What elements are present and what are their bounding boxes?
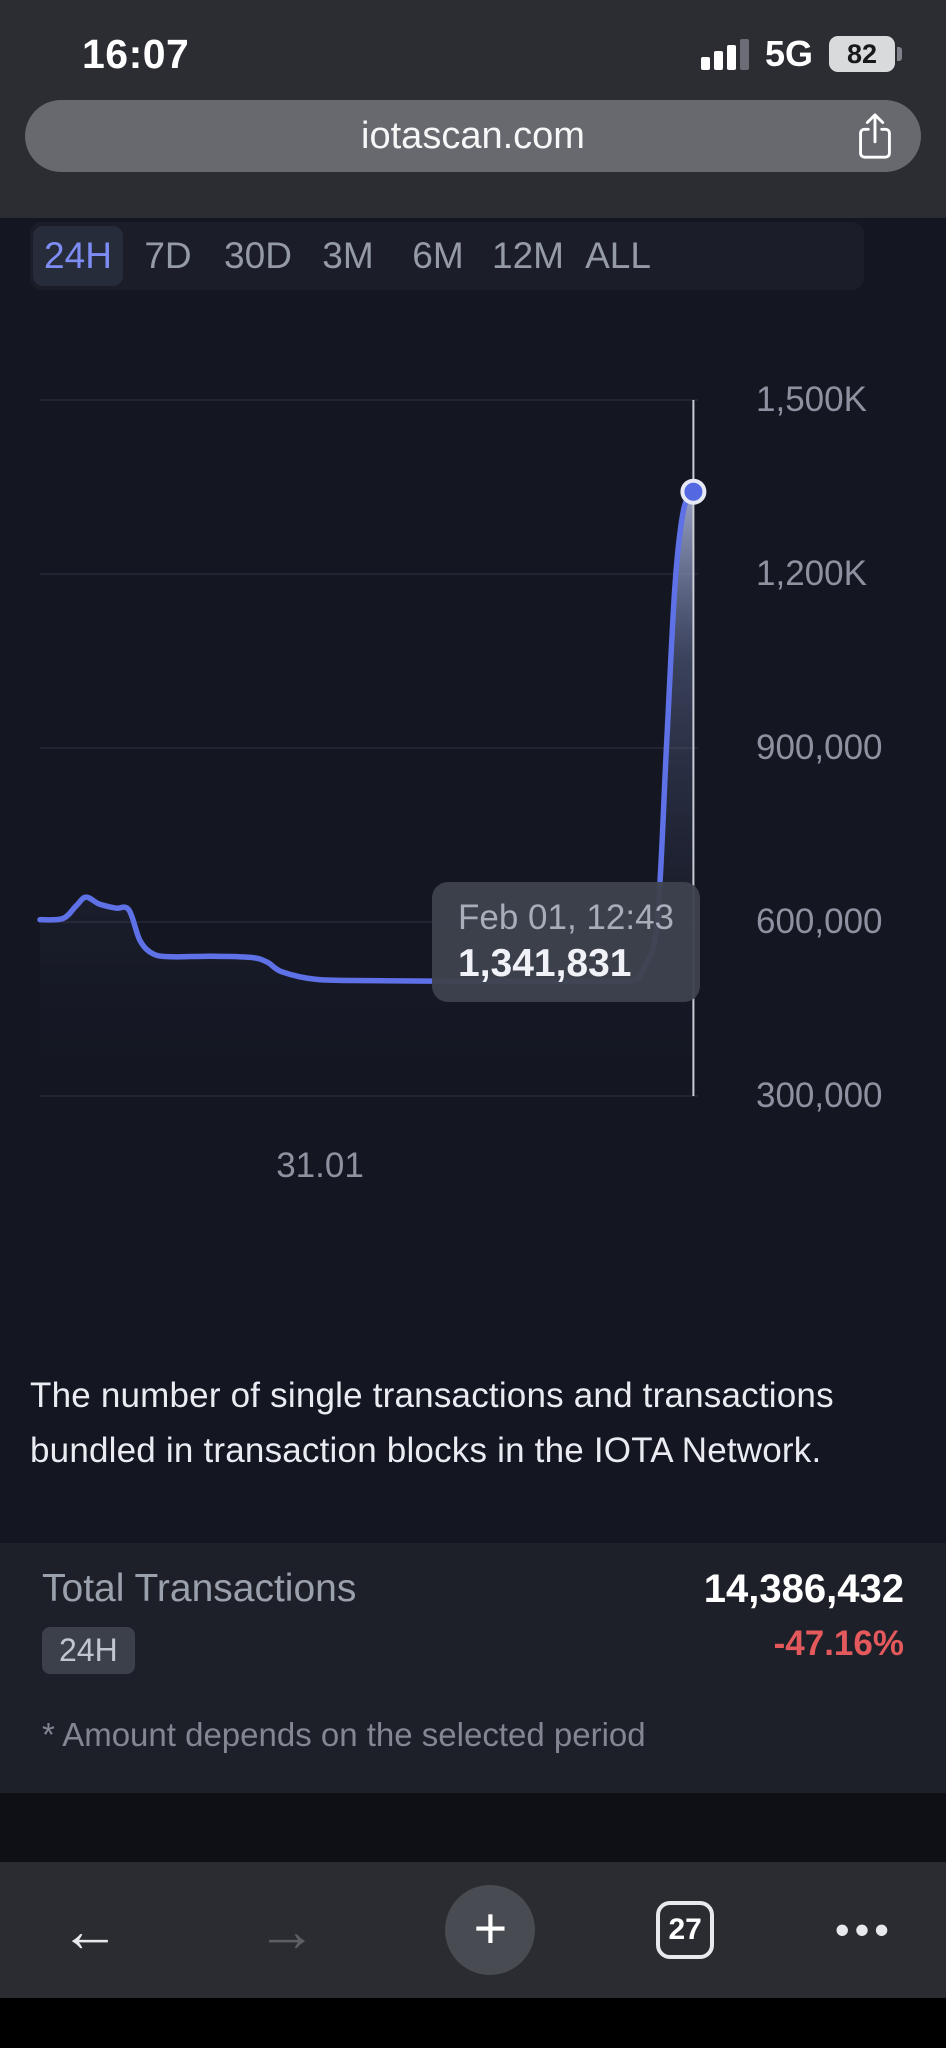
more-button[interactable]: ••• (834, 1906, 894, 1953)
area-fill (40, 491, 694, 1096)
stats-row: Total Transactions 24H 14,386,432 -47.16… (42, 1567, 904, 1674)
stats-footnote: * Amount depends on the selected period (42, 1716, 646, 1753)
stats-left: Total Transactions 24H (42, 1567, 356, 1674)
range-tab-7d[interactable]: 7D (144, 235, 192, 276)
point-marker (680, 478, 707, 505)
battery-percent: 82 (846, 38, 878, 69)
network-type-label: 5G (764, 33, 813, 74)
chart-canvas[interactable] (0, 300, 946, 1110)
status-time: 16:07 (82, 30, 190, 77)
series-line (37, 488, 697, 985)
battery-tip (897, 47, 902, 61)
tab-count: 27 (668, 1913, 702, 1946)
home-indicator-area (0, 1998, 946, 2048)
y-axis-label: 600,000 (756, 902, 883, 941)
y-axis-label: 900,000 (756, 728, 883, 767)
share-icon[interactable] (855, 111, 895, 161)
battery-body: 82 (829, 36, 895, 72)
stats-label: Total Transactions (42, 1567, 357, 1610)
forward-button[interactable]: → (256, 1896, 317, 1964)
range-tab-6m[interactable]: 6M (412, 235, 464, 276)
status-bar: 16:07 5G 82 (0, 0, 946, 92)
status-icons: 5G 82 (700, 33, 902, 75)
description-line-1: The number of single transactions and tr… (30, 1376, 834, 1415)
page-bottom-gap (0, 1793, 946, 1862)
stats-value: 14,386,432 (703, 1567, 904, 1611)
tabs-button[interactable]: 27 (656, 1901, 715, 1959)
url-text: iotascan.com (361, 114, 585, 157)
stats-panel: Total Transactions 24H 14,386,432 -47.16… (0, 1543, 946, 1793)
time-range-tabs: 24H 7D 30D 3M 6M 12M ALL (30, 222, 864, 290)
chart-description: The number of single transactions and tr… (30, 1368, 940, 1478)
stats-right: 14,386,432 -47.16% (704, 1567, 904, 1664)
range-tab-12m[interactable]: 12M (492, 235, 564, 276)
url-row: iotascan.com (0, 92, 946, 172)
range-tab-24h[interactable]: 24H (33, 226, 123, 286)
back-button[interactable]: ← (60, 1896, 120, 1964)
y-axis-label: 1,500K (756, 380, 867, 419)
range-tab-30d[interactable]: 30D (224, 235, 292, 276)
transactions-chart[interactable]: 1,500K 1,200K 900,000 600,000 300,000 Feb 01… (0, 300, 946, 1115)
url-bar[interactable]: iotascan.com (25, 100, 921, 172)
chart-tooltip: Feb 01, 12:43 1,341,831 (432, 882, 700, 1002)
new-tab-button[interactable]: + (445, 1885, 536, 1975)
battery-icon: 82 (829, 36, 902, 72)
browser-header: 16:07 5G 82 iotascan.com (0, 0, 946, 218)
y-axis-label: 1,200K (756, 554, 867, 593)
cellular-signal-icon (700, 38, 749, 70)
y-axis-label: 300,000 (756, 1076, 883, 1115)
description-line-2: bundled in transaction blocks in the IOT… (30, 1431, 822, 1470)
period-badge: 24H (42, 1627, 135, 1674)
stats-change: -47.16% (773, 1624, 904, 1663)
x-axis-label: 31.01 (276, 1146, 364, 1185)
tooltip-value: 1,341,831 (458, 942, 632, 985)
browser-toolbar: ← → + 27 ••• (0, 1862, 946, 1998)
range-tab-all[interactable]: ALL (585, 235, 651, 276)
tooltip-date: Feb 01, 12:43 (458, 898, 674, 937)
range-tab-3m[interactable]: 3M (322, 235, 374, 276)
